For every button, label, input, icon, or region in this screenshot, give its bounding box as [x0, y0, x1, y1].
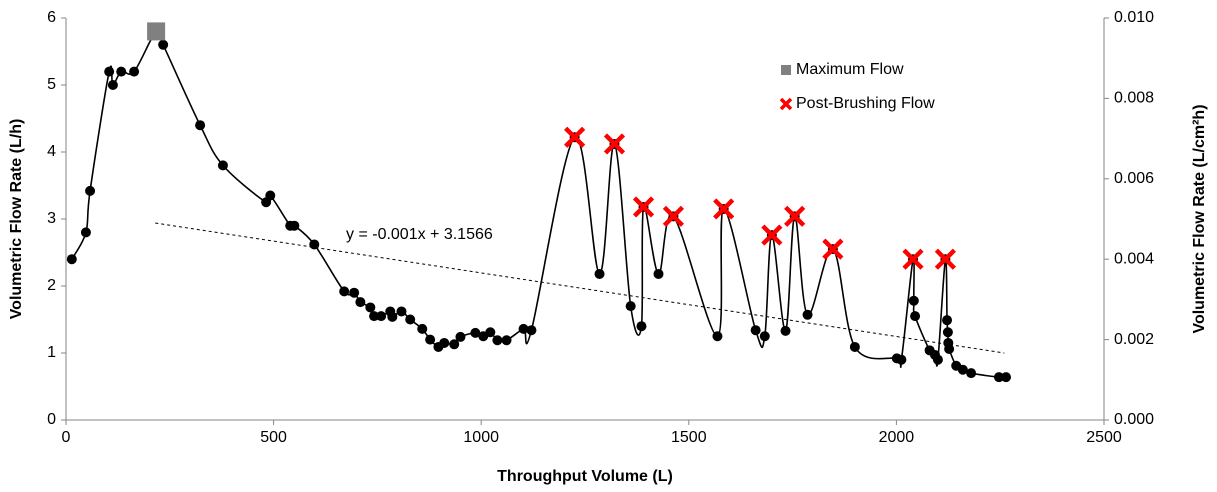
data-point: [376, 311, 387, 322]
data-point: [485, 327, 496, 338]
data-point: [195, 120, 206, 131]
marker-x: [564, 126, 586, 148]
data-point: [405, 314, 416, 325]
y2-tick-label: 0.008: [1114, 90, 1154, 107]
y-tick-label: 4: [47, 143, 56, 160]
data-point: [369, 311, 380, 322]
marker-x: [713, 198, 735, 220]
data-point: [417, 323, 428, 334]
data-point: [449, 339, 460, 350]
marker-x: [902, 248, 924, 270]
y2-tick-label: 0.004: [1114, 250, 1154, 267]
data-point: [625, 301, 636, 312]
data-point: [116, 66, 127, 77]
legend-label: Post-Brushing Flow: [796, 95, 935, 112]
y-tick-label: 5: [47, 76, 56, 93]
data-point: [365, 302, 376, 313]
data-point: [396, 306, 407, 317]
y2-tick-label: 0.010: [1114, 9, 1154, 26]
data-point: [349, 287, 360, 298]
data-point: [910, 311, 921, 322]
x-tick-label: 1500: [671, 429, 707, 446]
data-point: [1001, 372, 1012, 383]
data-point: [966, 368, 977, 379]
y2-axis-title: Volumetric Flow Rate (L/cm²h): [1191, 104, 1208, 333]
y-tick-label: 3: [47, 210, 56, 227]
data-point: [942, 315, 953, 326]
legend-label: Maximum Flow: [796, 61, 904, 78]
data-point: [932, 354, 943, 365]
data-point: [896, 354, 907, 365]
y-tick-label: 0: [47, 411, 56, 428]
x-tick-label: 500: [260, 429, 287, 446]
x-tick-label: 2500: [1086, 429, 1122, 446]
x-tick-label: 0: [62, 429, 71, 446]
y-tick-label: 1: [47, 344, 56, 361]
marker-x: [662, 205, 685, 227]
marker-x: [761, 224, 783, 246]
marker-square: [147, 22, 166, 41]
data-point: [759, 331, 770, 342]
data-point: [387, 311, 398, 322]
data-point: [129, 66, 140, 77]
y2-tick-label: 0.002: [1114, 331, 1154, 348]
legend-swatch: [781, 65, 791, 75]
trendline-label: y = -0.001x + 3.1566: [346, 226, 493, 243]
y-tick-label: 6: [47, 9, 56, 26]
data-point: [492, 335, 503, 346]
x-tick-label: 2000: [879, 429, 915, 446]
data-point: [455, 331, 466, 342]
data-point: [158, 39, 169, 50]
data-point: [339, 286, 350, 297]
data-point: [289, 220, 300, 231]
data-point: [526, 325, 537, 336]
data-point: [957, 364, 968, 375]
data-point: [802, 309, 813, 320]
data-point: [309, 239, 320, 250]
data-point: [653, 268, 664, 279]
data-point: [107, 80, 118, 90]
data-point: [80, 227, 91, 238]
data-point: [470, 327, 481, 338]
data-point: [636, 321, 647, 332]
x-axis-title: Throughput Volume (L): [497, 468, 673, 485]
data-line: [71, 28, 1007, 379]
data-point: [944, 343, 955, 354]
data-point: [849, 341, 860, 352]
marker-x: [784, 205, 806, 227]
data-point: [425, 334, 436, 345]
legend-swatch: [779, 97, 793, 111]
data-point: [104, 66, 115, 77]
data-point: [439, 337, 450, 348]
marker-x: [603, 133, 626, 155]
data-point: [355, 297, 366, 308]
data-point: [594, 268, 605, 279]
data-point: [750, 325, 761, 336]
data-point: [712, 331, 723, 342]
marker-x: [934, 248, 956, 270]
data-point: [501, 335, 512, 346]
y-tick-label: 2: [47, 277, 56, 294]
data-point: [217, 160, 228, 171]
y2-tick-label: 0.000: [1114, 411, 1154, 428]
x-tick-label: 1000: [463, 429, 499, 446]
data-point: [85, 185, 96, 196]
data-point: [942, 327, 953, 338]
marker-x: [632, 196, 655, 218]
data-point: [66, 254, 77, 265]
data-point: [908, 295, 919, 306]
marker-x: [822, 238, 844, 260]
data-point: [993, 372, 1004, 383]
y2-tick-label: 0.006: [1114, 170, 1154, 187]
data-point: [265, 190, 276, 201]
data-point: [780, 325, 791, 336]
y-axis-title: Volumetric Flow Rate (L/h): [8, 119, 25, 320]
trendline: [155, 222, 1005, 354]
data-point: [518, 323, 529, 334]
